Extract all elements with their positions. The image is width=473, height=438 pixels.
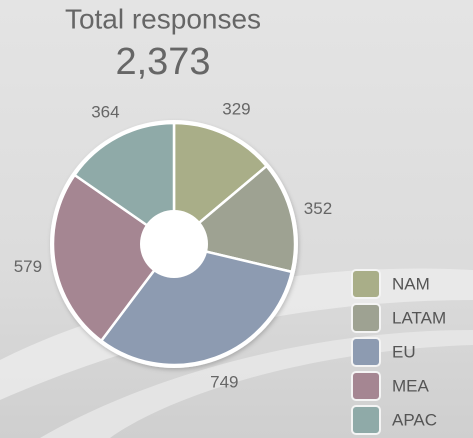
legend-label: APAC (392, 410, 437, 429)
slice (172, 121, 269, 247)
legend-label: MEA (392, 376, 430, 395)
data-label: 749 (210, 373, 238, 392)
data-label: 352 (304, 199, 332, 218)
legend-swatch (351, 337, 381, 367)
chart-title: Total responses (65, 3, 261, 34)
legend-swatch (351, 303, 381, 333)
slice (99, 242, 294, 367)
legend-label: EU (392, 342, 416, 361)
legend-label: LATAM (392, 308, 446, 327)
data-label: 329 (222, 99, 250, 118)
slice (51, 173, 176, 343)
legend-swatch (351, 405, 381, 435)
slice (72, 121, 176, 247)
data-label: 579 (14, 257, 42, 276)
legend-label: NAM (392, 274, 430, 293)
legend-swatch (351, 371, 381, 401)
donut-hole (140, 210, 208, 278)
swoosh (0, 268, 473, 400)
data-label: 364 (91, 102, 119, 121)
swoosh (40, 330, 473, 438)
legend-swatch (351, 269, 381, 299)
chart-subtitle: 2,373 (115, 41, 210, 83)
